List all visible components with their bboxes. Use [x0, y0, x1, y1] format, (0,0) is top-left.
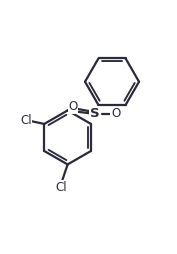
Text: O: O	[111, 107, 120, 120]
Text: S: S	[90, 107, 99, 120]
Text: Cl: Cl	[56, 181, 67, 194]
Text: O: O	[68, 101, 78, 114]
Text: Cl: Cl	[20, 114, 32, 128]
